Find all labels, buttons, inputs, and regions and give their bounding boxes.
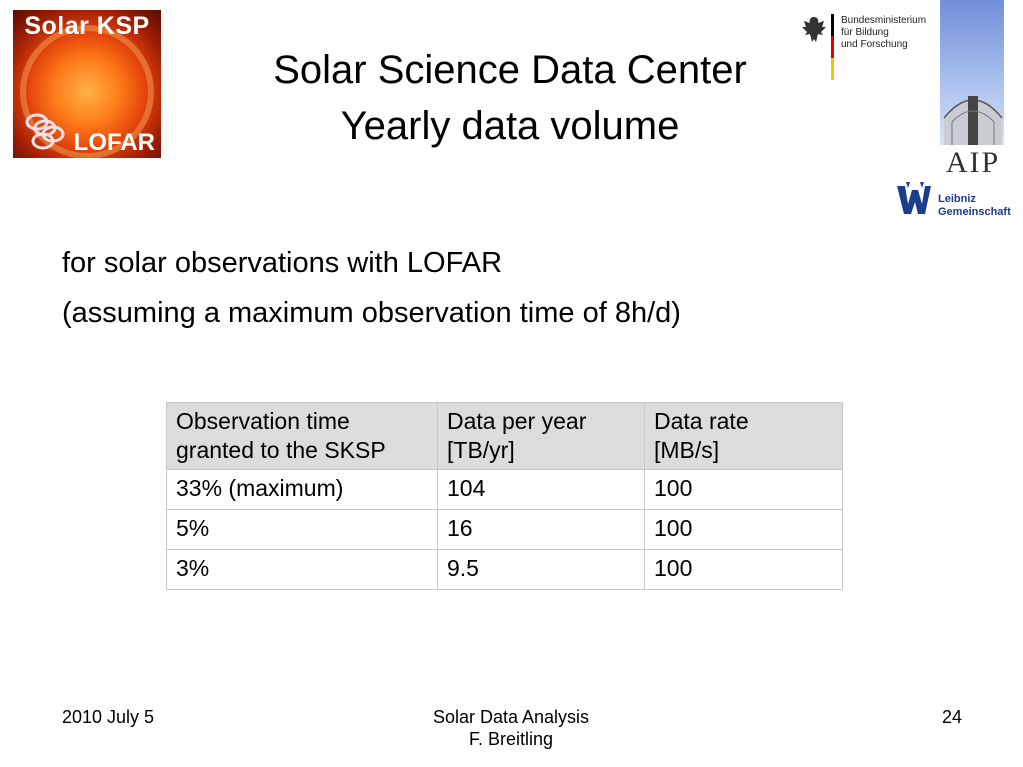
sun-image (20, 25, 154, 158)
cell-observation-time: 33% (maximum) (166, 469, 438, 510)
footer-author: F. Breitling (468, 729, 554, 749)
cell-data-rate: 100 (644, 469, 843, 510)
table-row: 3% 9.5 100 (166, 549, 843, 590)
data-table: Observation time granted to the SKSP Dat… (166, 402, 843, 590)
eagle-icon (802, 17, 826, 42)
cell-data-per-year: 16 (437, 509, 645, 550)
footer-center: Solar Data Analysis F. Breitling (411, 706, 611, 750)
observatory-dome-icon (943, 96, 1003, 145)
leibniz-logo: Leibniz Gemeinschaft (894, 180, 1019, 222)
page-number: 24 (941, 707, 962, 727)
footer-date: 2010 July 5 (62, 707, 155, 727)
slide-title: Solar Science Data Center Yearly data vo… (190, 42, 830, 154)
leibniz-emblem-icon (897, 182, 931, 214)
bmbf-logo-label: Bundesministerium für Bildung und Forsch… (841, 15, 927, 50)
antenna-coil-icon (25, 113, 65, 150)
intro-line-2: (assuming a maximum observation time of … (62, 297, 681, 329)
table-row: 5% 16 100 (166, 509, 843, 550)
bmbf-logo: Bundesministerium für Bildung und Forsch… (800, 12, 935, 84)
data-volume-table: Observation time granted to the SKSP Dat… (166, 402, 843, 590)
leibniz-logo-text: Leibniz Gemeinschaft (938, 193, 1011, 218)
header-observation-time: Observation time granted to the SKSP (166, 402, 438, 470)
intro-line-1: for solar observations with LOFAR (62, 247, 503, 279)
cell-observation-time: 3% (166, 549, 438, 590)
footer-talk-title: Solar Data Analysis (432, 707, 590, 727)
ksp-logo-title: Solar KSP (24, 12, 150, 40)
header-data-rate: Data rate [MB/s] (644, 402, 843, 470)
title-line-2: Yearly data volume (340, 104, 680, 148)
intro-text: for solar observations with LOFAR (assum… (62, 238, 681, 338)
german-flag-stripes (831, 14, 834, 80)
cell-data-rate: 100 (644, 549, 843, 590)
aip-logo: AIP (938, 0, 1008, 180)
solar-ksp-logo: Solar KSP LOFAR (13, 10, 161, 158)
cell-data-rate: 100 (644, 509, 843, 550)
title-line-1: Solar Science Data Center (273, 48, 747, 92)
table-header-row: Observation time granted to the SKSP Dat… (166, 402, 843, 470)
cell-observation-time: 5% (166, 509, 438, 550)
header-data-per-year: Data per year [TB/yr] (437, 402, 645, 470)
cell-data-per-year: 104 (437, 469, 645, 510)
table-row: 33% (maximum) 104 100 (166, 469, 843, 510)
ksp-logo-lofar: LOFAR (73, 129, 155, 156)
cell-data-per-year: 9.5 (437, 549, 645, 590)
aip-logo-text: AIP (945, 146, 1001, 179)
bmbf-logo-text: Bundesministerium für Bildung und Forsch… (841, 15, 926, 51)
